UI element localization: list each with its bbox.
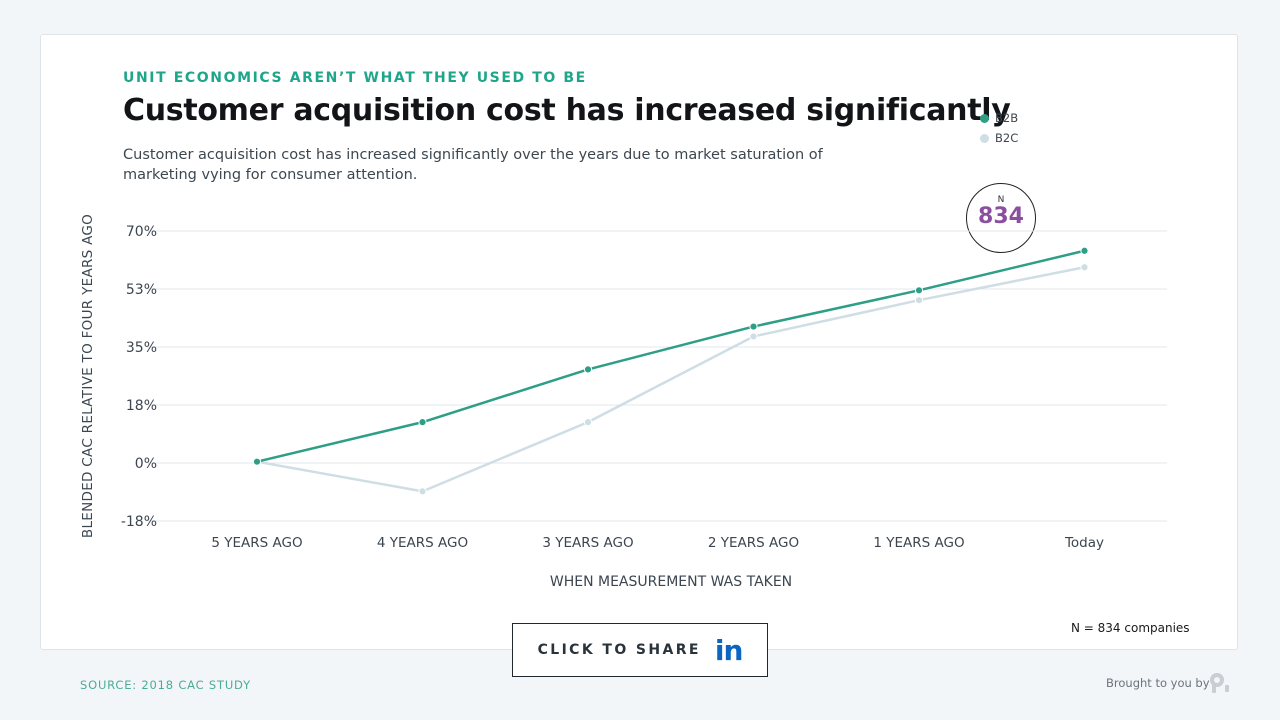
sample-size-value: 834 (978, 204, 1024, 229)
series-line-b2c (256, 266, 1085, 493)
legend-label-b2c: B2C (995, 131, 1019, 145)
legend: B2B B2C (980, 108, 1018, 148)
data-point-b2c (418, 487, 427, 496)
linkedin-icon: in (714, 633, 744, 667)
data-point-b2b (583, 365, 593, 374)
source-note: SOURCE: 2018 CAC STUDY (80, 678, 251, 692)
legend-item-b2b: B2B (980, 108, 1018, 128)
data-point-b2c (749, 332, 758, 341)
y-tick-label: 0% (135, 456, 157, 472)
series-line-b2b (256, 249, 1085, 463)
share-linkedin-button[interactable]: CLICK TO SHARE in (512, 623, 768, 677)
y-tick-label: 35% (126, 340, 157, 356)
legend-item-b2c: B2C (980, 128, 1018, 148)
y-tick-label: 18% (126, 398, 157, 414)
x-tick-label: Today (1064, 535, 1104, 551)
data-point-b2b (252, 457, 262, 466)
data-point-b2c (914, 296, 924, 305)
data-point-b2c (1080, 263, 1089, 272)
y-tick-label: 70% (126, 224, 157, 240)
data-point-b2b (1080, 246, 1089, 255)
eyebrow-heading: UNIT ECONOMICS AREN’T WHAT THEY USED TO … (123, 70, 587, 86)
share-button-label: CLICK TO SHARE (537, 642, 701, 658)
x-tick-label: 4 YEARS AGO (377, 535, 468, 551)
chart-subtitle: Customer acquisition cost has increased … (123, 147, 823, 183)
sample-size-badge: N 834 (966, 183, 1036, 253)
y-tick-label: -18% (121, 514, 157, 530)
legend-label-b2b: B2B (995, 111, 1019, 125)
chart-title: Customer acquisition cost has increased … (123, 93, 1011, 128)
profitwell-logo-icon[interactable] (1208, 671, 1232, 695)
data-point-b2b (749, 322, 758, 331)
data-point-b2b (418, 418, 427, 427)
chart-card (40, 34, 1238, 650)
sample-size-label: N (997, 195, 1005, 205)
x-tick-label: 3 YEARS AGO (542, 535, 633, 551)
data-point-b2b (914, 286, 924, 295)
x-axis-label: WHEN MEASUREMENT WAS TAKEN (549, 574, 793, 590)
brought-to-you-by: Brought to you by (1106, 676, 1210, 690)
y-tick-label: 53% (126, 282, 157, 298)
legend-marker-b2c (980, 133, 989, 143)
x-tick-label: 5 YEARS AGO (211, 535, 302, 551)
sample-footnote: N = 834 companies (1071, 621, 1190, 635)
x-tick-label: 2 YEARS AGO (708, 535, 799, 551)
data-point-b2c (583, 418, 593, 427)
legend-marker-b2b (980, 113, 989, 123)
x-tick-label: 1 YEARS AGO (873, 535, 964, 551)
